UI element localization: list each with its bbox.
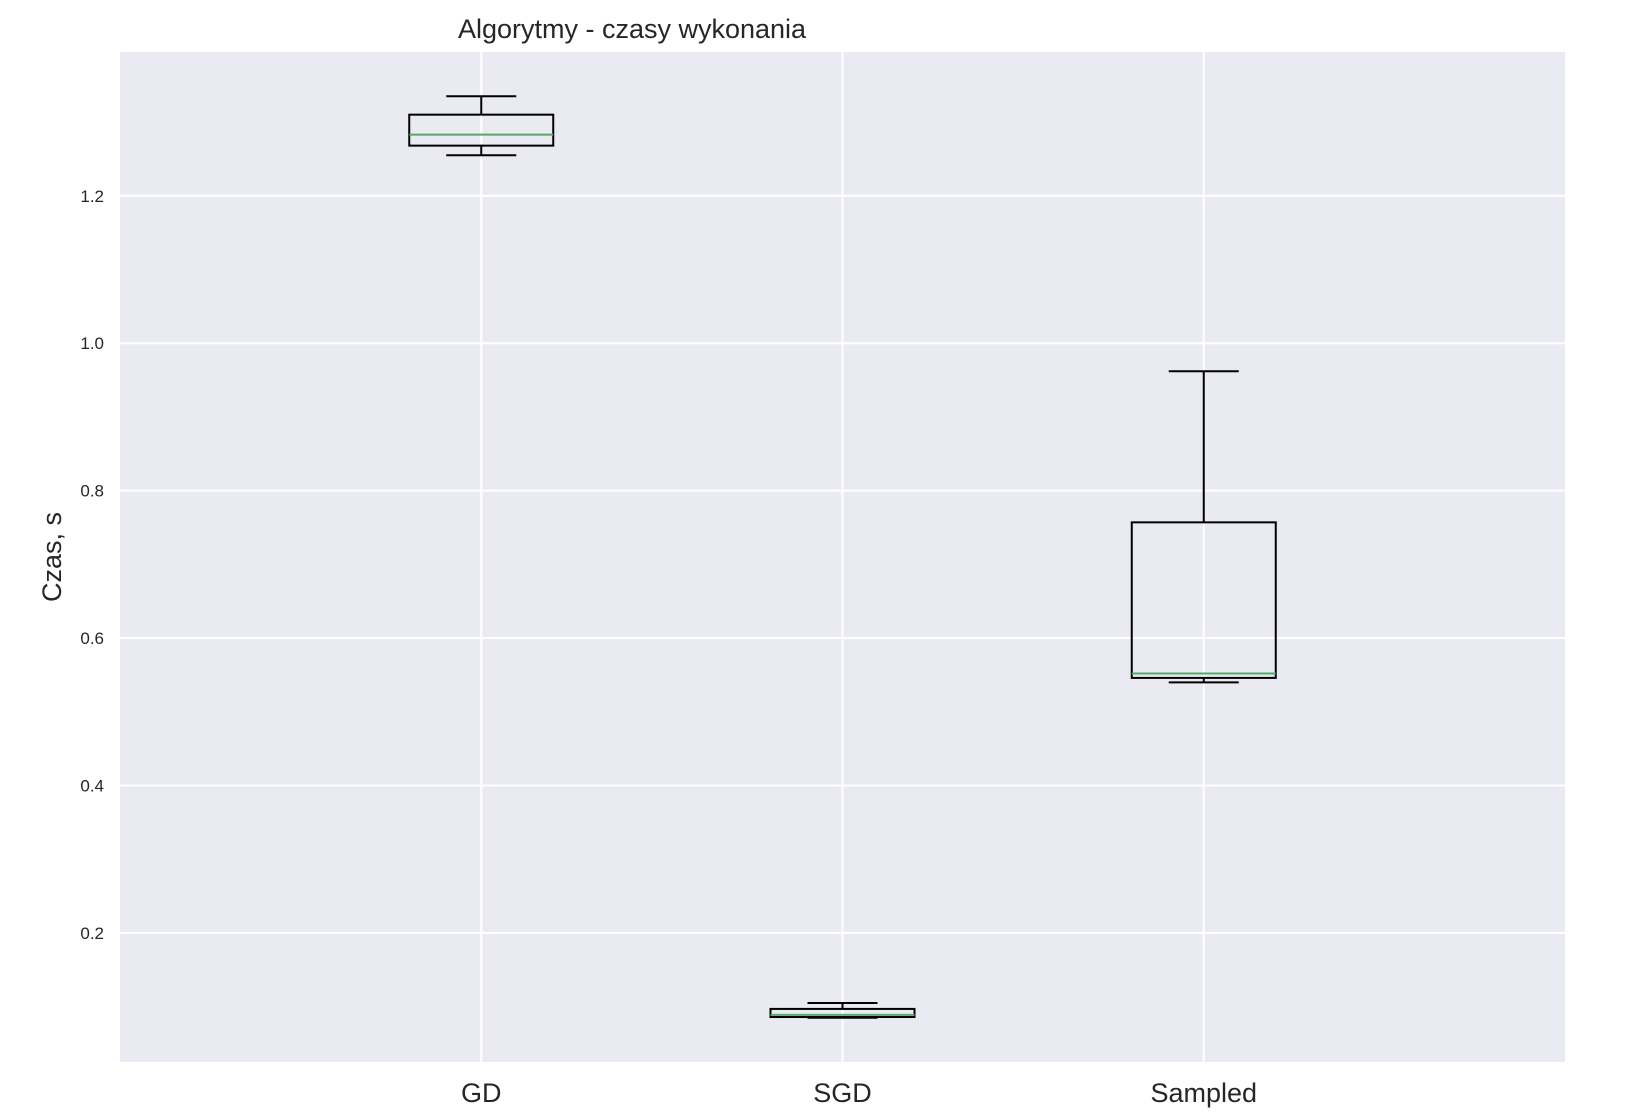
y-tick-label: 0.6 <box>80 629 104 648</box>
box-body <box>1130 521 1277 679</box>
x-tick-label: GD <box>461 1078 502 1108</box>
boxes <box>408 95 1277 1019</box>
x-tick-label: Sampled <box>1150 1078 1257 1108</box>
box-sampled <box>1130 370 1277 684</box>
y-tick-label: 1.2 <box>80 187 104 206</box>
x-axis-ticks: GD SGD Sampled <box>461 1078 1257 1108</box>
grid <box>120 52 1565 1062</box>
box-body <box>408 113 555 147</box>
y-tick-label: 0.8 <box>80 482 104 501</box>
box-gd <box>408 95 555 157</box>
box-sgd <box>769 1002 916 1019</box>
y-tick-label: 1.0 <box>80 334 104 353</box>
y-axis-ticks: 0.2 0.4 0.6 0.8 1.0 1.2 <box>80 187 104 943</box>
y-tick-label: 0.2 <box>80 924 104 943</box>
y-axis-label: Czas, s <box>37 512 67 602</box>
chart-title: Algorytmy - czasy wykonania <box>458 14 807 44</box>
box-body <box>769 1007 916 1019</box>
y-tick-label: 0.4 <box>80 777 104 796</box>
x-tick-label: SGD <box>813 1078 872 1108</box>
